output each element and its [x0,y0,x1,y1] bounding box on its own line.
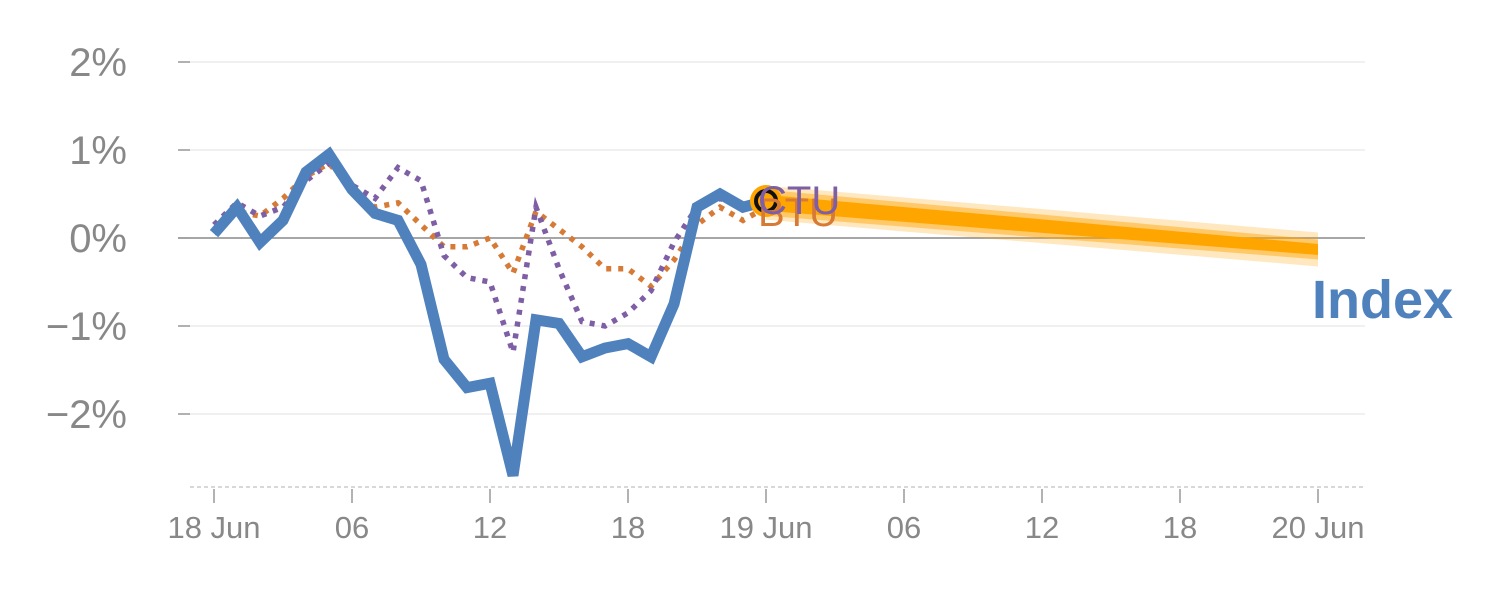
x-tick-label: 18 Jun [167,510,260,545]
current-marker-ring [754,189,778,214]
grid-lines [178,61,1365,488]
y-tick-label: 2% [69,41,127,85]
x-tick-label: 19 Jun [719,510,812,545]
y-axis: 2% 1% 0% −1% −2% [46,41,190,437]
x-tick-label: 12 [473,510,507,545]
x-axis: 18 Jun 06 12 18 19 Jun 06 12 18 20 Jun [167,489,1365,545]
series-label-ctu: CTU [758,179,840,223]
series-line-btu [212,159,768,291]
forecast-band [766,185,1318,267]
y-tick-label: −2% [46,393,127,437]
forecast-band-layer [766,194,1318,255]
y-tick-label: −1% [46,305,127,349]
x-tick-label: 06 [335,510,369,545]
y-tick-label: 1% [69,129,127,173]
x-tick-label: 20 Jun [1271,510,1364,545]
y-tick-label: 0% [69,217,127,261]
x-tick-label: 18 [1163,510,1197,545]
series-label-btu: BTU [758,191,838,235]
series-label-index: Index [1312,270,1453,330]
current-value-marker [750,185,782,218]
series-lines [209,146,768,477]
series-line-index [209,146,768,477]
x-tick-label: 12 [1025,510,1059,545]
x-tick-label: 06 [887,510,921,545]
x-tick-label: 18 [611,510,645,545]
